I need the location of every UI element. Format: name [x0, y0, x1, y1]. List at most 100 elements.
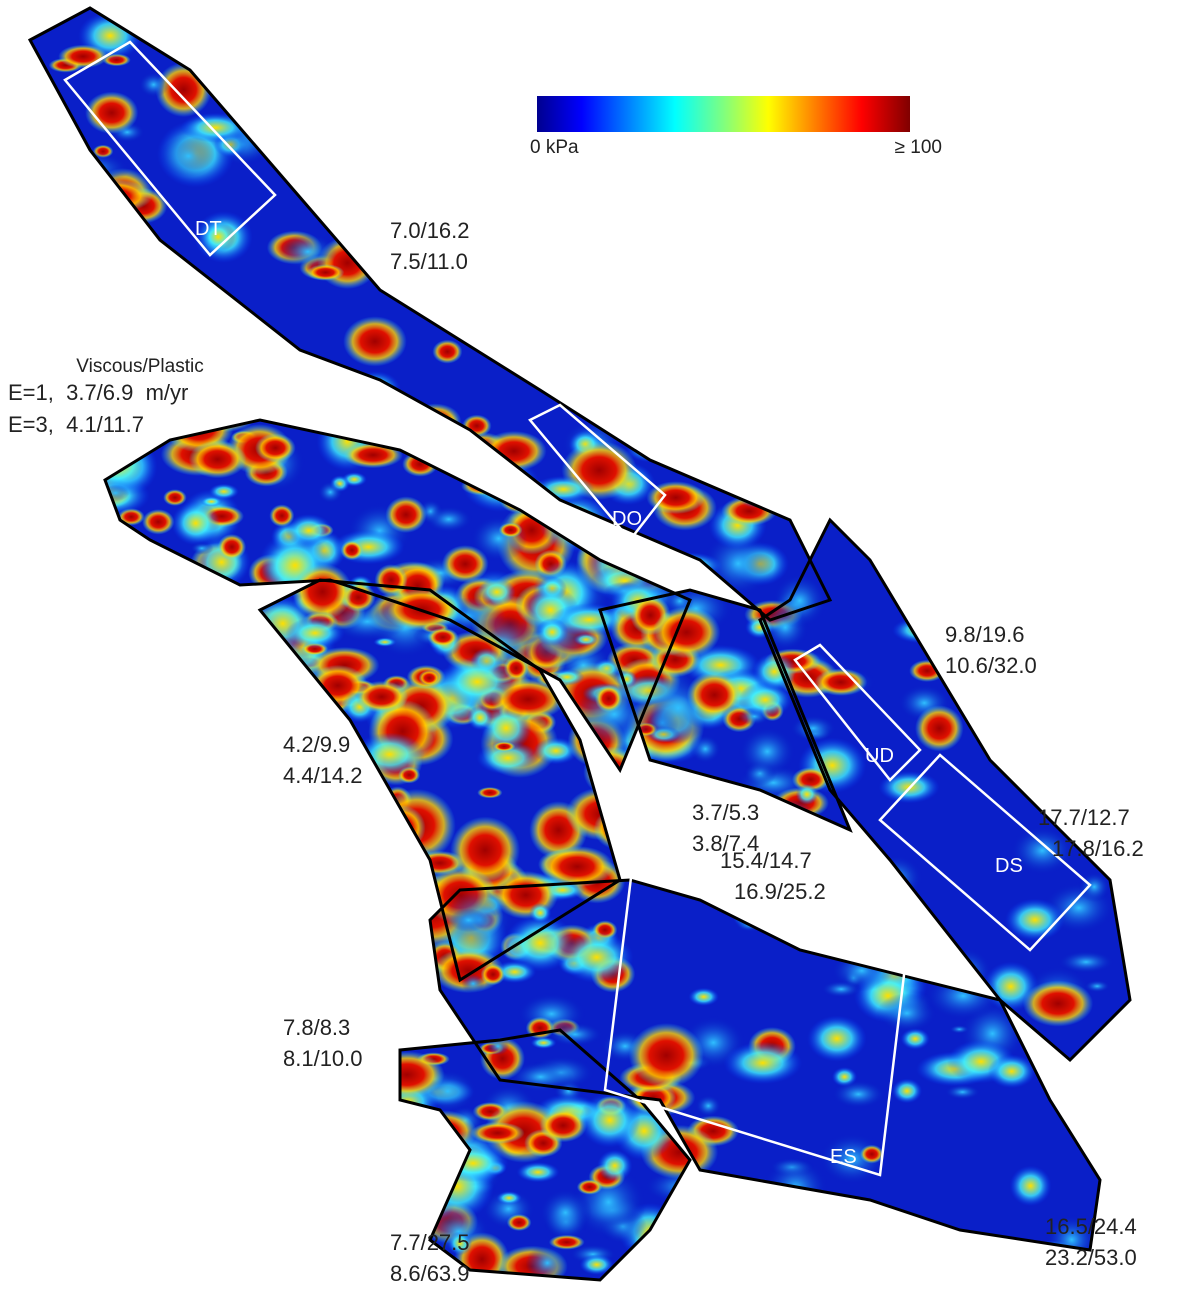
stress-patch	[467, 705, 493, 730]
stress-patch	[446, 271, 515, 307]
region-label: 15.4/14.7	[720, 848, 812, 873]
stress-patch	[676, 1185, 704, 1197]
stress-patch	[285, 617, 344, 648]
stress-patch	[19, 557, 46, 576]
stress-patch	[749, 307, 790, 339]
stress-patch	[511, 337, 567, 379]
stress-patch	[509, 259, 534, 274]
stress-patch	[532, 476, 595, 503]
legend-line: E=1, 3.7/6.9 m/yr	[8, 380, 188, 405]
stress-patch	[161, 135, 215, 177]
box-label: DO	[612, 508, 642, 530]
stress-patch	[702, 335, 754, 370]
stress-patch	[50, 166, 94, 200]
stress-patch	[653, 606, 721, 658]
stress-patch	[598, 4, 663, 44]
stress-patch	[687, 671, 742, 718]
stress-patch	[85, 728, 138, 779]
stress-patch	[735, 30, 780, 53]
region-label: 17.7/12.7	[1038, 805, 1130, 830]
region-label: 7.5/11.0	[390, 249, 468, 274]
stress-patch	[624, 790, 661, 810]
stress-patch	[353, 913, 412, 967]
stress-patch	[924, 971, 1002, 1021]
stress-patch	[458, 454, 487, 475]
stress-patch	[321, 803, 371, 847]
stress-patch	[944, 1084, 980, 1100]
stress-patch	[594, 292, 651, 323]
stress-patch	[432, 340, 462, 364]
stress-patch	[547, 13, 604, 59]
stress-patch	[1028, 586, 1093, 626]
stress-patch	[539, 1109, 587, 1143]
stress-patch	[507, 1214, 532, 1231]
stress-patch	[1062, 667, 1117, 697]
stress-patch	[499, 522, 523, 537]
stress-patch	[29, 520, 90, 577]
stress-patch	[1044, 667, 1088, 702]
stress-patch	[355, 681, 408, 713]
stress-patch	[342, 824, 416, 857]
stress-patch	[385, 496, 426, 533]
stress-patch	[579, 1093, 640, 1148]
stress-patch	[370, 1051, 445, 1098]
stress-patch	[646, 409, 713, 443]
stress-patch	[597, 1150, 632, 1182]
stress-patch	[131, 640, 199, 706]
stress-patch	[1092, 750, 1160, 790]
stress-patch	[321, 183, 401, 218]
stress-patch	[516, 11, 547, 25]
stress-patch	[210, 47, 247, 62]
colorbar-max: ≥ 100	[895, 137, 942, 158]
box-label: DT	[195, 218, 222, 240]
stress-patch	[373, 1188, 446, 1228]
stress-patch	[410, 881, 435, 894]
stress-patch	[219, 654, 278, 686]
stress-patch	[354, 733, 425, 776]
stress-patch	[73, 179, 153, 213]
stress-patch	[821, 980, 862, 998]
stress-patch	[438, 1144, 508, 1182]
stress-patch	[517, 1162, 560, 1182]
stress-patch	[504, 249, 584, 291]
stress-patch	[134, 711, 186, 754]
stress-patch	[231, 639, 267, 659]
stress-patch	[952, 676, 995, 696]
box-label: UD	[865, 745, 894, 767]
region-label: 10.6/32.0	[945, 653, 1037, 678]
region-label: 8.6/63.9	[390, 1261, 470, 1286]
stress-patch	[522, 74, 563, 95]
stress-patch	[933, 500, 1013, 569]
stress-patch	[546, 281, 608, 308]
stress-patch	[724, 434, 749, 449]
stress-patch	[635, 418, 660, 436]
region-label: 7.0/16.2	[390, 218, 470, 243]
stress-patch	[534, 319, 613, 391]
stress-patch	[212, 335, 285, 367]
colorbar-min: 0 kPa	[530, 137, 579, 158]
stress-patch	[341, 540, 363, 560]
region-label: 9.8/19.6	[945, 622, 1025, 647]
region-label: 17.8/16.2	[1052, 836, 1144, 861]
stress-patch	[156, 713, 212, 736]
stress-patch	[110, 616, 135, 627]
stress-patch	[812, 136, 841, 149]
stress-patch	[595, 685, 623, 712]
stress-patch	[275, 361, 348, 415]
stress-patch	[1088, 692, 1145, 736]
stress-patch	[252, 738, 286, 765]
stress-patch	[269, 504, 294, 527]
stress-patch	[255, 433, 296, 462]
stress-patch	[493, 742, 515, 752]
stress-patch	[364, 913, 413, 955]
stress-patch	[391, 910, 427, 931]
box-label: ES	[830, 1146, 857, 1168]
stress-patch	[831, 1080, 886, 1109]
stress-patch	[647, 266, 718, 322]
stress-patch	[655, 1216, 684, 1236]
stress-patch	[122, 300, 154, 325]
stress-patch	[738, 726, 796, 777]
stress-patch	[276, 83, 316, 119]
stress-patch	[170, 575, 201, 601]
stress-patch	[218, 534, 246, 560]
